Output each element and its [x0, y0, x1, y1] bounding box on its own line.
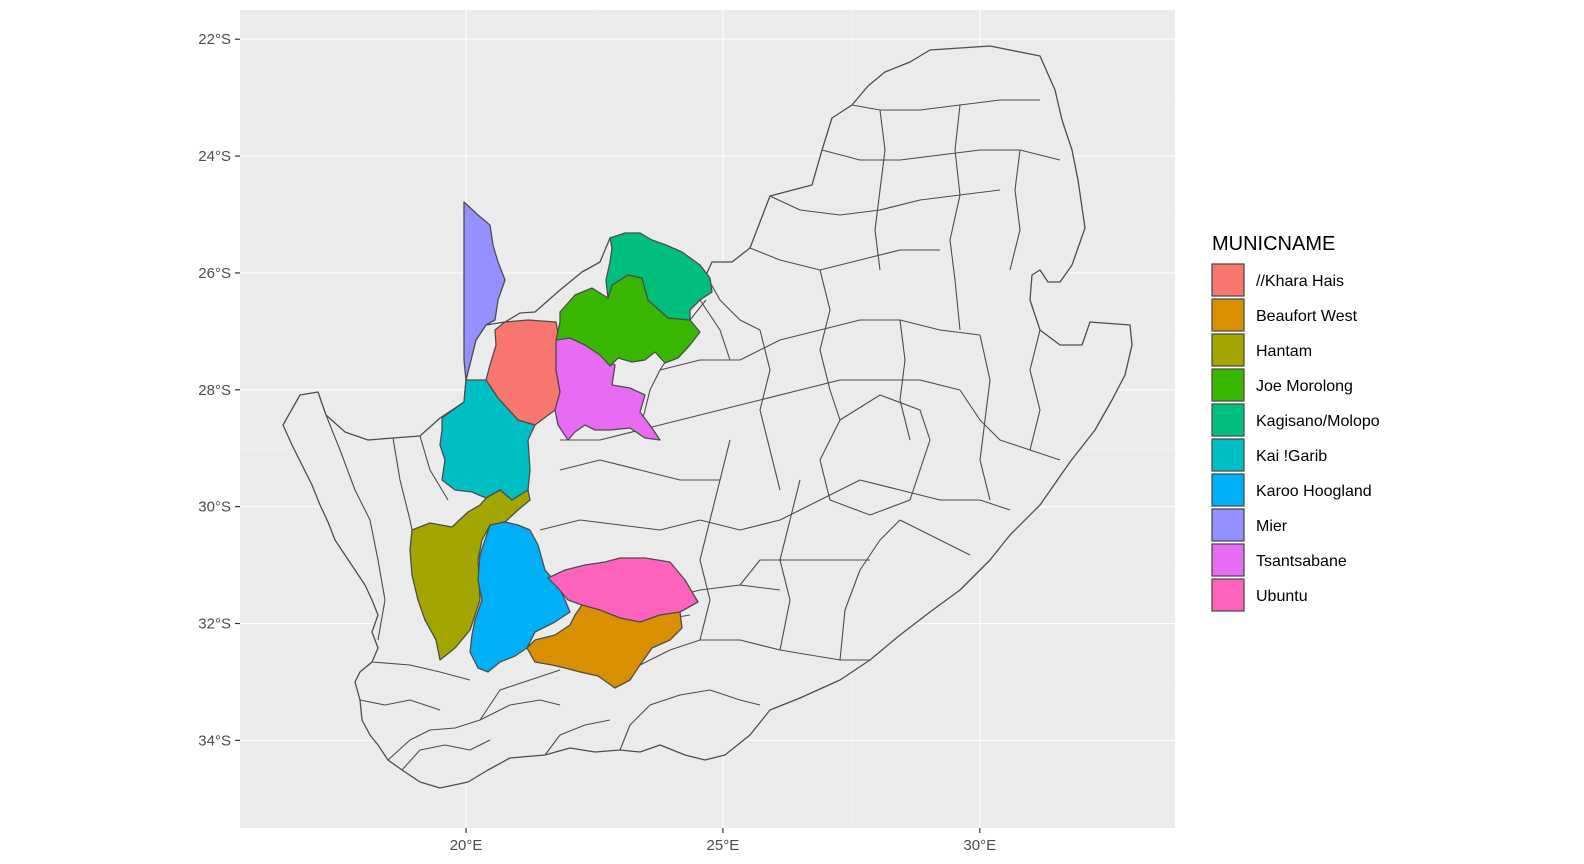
x-tick-label: 25°E — [707, 837, 740, 854]
y-tick-label: 24°S — [198, 148, 231, 165]
region-hantam — [409, 489, 531, 661]
legend-item: Mier — [1211, 508, 1288, 542]
legend-swatch — [1211, 263, 1245, 297]
x-tick-label: 30°E — [963, 837, 996, 854]
legend-label: Mier — [1256, 518, 1288, 535]
legend-label: Tsantsabane — [1256, 553, 1347, 570]
legend: MUNICNAME //Khara Hais Beaufort West Hanta… — [1211, 233, 1380, 612]
legend-swatch — [1211, 508, 1245, 542]
legend-swatch — [1211, 368, 1245, 402]
legend-label: Kai !Garib — [1256, 448, 1327, 465]
y-tick-label: 30°S — [198, 499, 231, 516]
region-ubuntu — [547, 557, 699, 623]
legend-item: Kai !Garib — [1211, 438, 1327, 472]
y-tick-label: 22°S — [198, 31, 231, 48]
x-tick-label: 20°E — [450, 837, 483, 854]
y-axis: 22°S 24°S 26°S 28°S 30°S 32°S 34°S — [198, 31, 240, 749]
y-tick-label: 26°S — [198, 265, 231, 282]
legend-item: Joe Morolong — [1211, 368, 1353, 402]
legend-swatch — [1211, 578, 1245, 612]
legend-item: Hantam — [1211, 333, 1312, 367]
region-karoo-hoogland — [469, 521, 571, 673]
y-tick-label: 34°S — [198, 732, 231, 749]
legend-label: Kagisano/Molopo — [1256, 413, 1380, 430]
legend-label: Karoo Hoogland — [1256, 483, 1372, 500]
legend-label: Joe Morolong — [1256, 378, 1353, 395]
region-beaufort-west — [526, 604, 683, 689]
legend-swatch — [1211, 333, 1245, 367]
legend-item: Ubuntu — [1211, 578, 1308, 612]
legend-swatch — [1211, 403, 1245, 437]
legend-label: //Khara Hais — [1256, 273, 1344, 290]
y-tick-label: 32°S — [198, 616, 231, 633]
legend-item: Tsantsabane — [1211, 543, 1347, 577]
legend-item: Kagisano/Molopo — [1211, 403, 1380, 437]
y-tick-label: 28°S — [198, 382, 231, 399]
legend-swatch — [1211, 473, 1245, 507]
highlighted-municipalities — [409, 201, 713, 689]
region-kagisano-molopo — [605, 232, 713, 321]
legend-swatch — [1211, 298, 1245, 332]
legend-swatch — [1211, 438, 1245, 472]
legend-label: Ubuntu — [1256, 588, 1308, 605]
legend-swatch — [1211, 543, 1245, 577]
legend-label: Beaufort West — [1256, 308, 1358, 325]
x-axis: 20°E 25°E 30°E — [450, 828, 996, 854]
legend-item: Karoo Hoogland — [1211, 473, 1372, 507]
legend-item: //Khara Hais — [1211, 263, 1344, 297]
legend-item: Beaufort West — [1211, 298, 1358, 332]
legend-label: Hantam — [1256, 343, 1312, 360]
legend-title: MUNICNAME — [1212, 233, 1335, 255]
municipal-boundaries — [325, 99, 1061, 771]
